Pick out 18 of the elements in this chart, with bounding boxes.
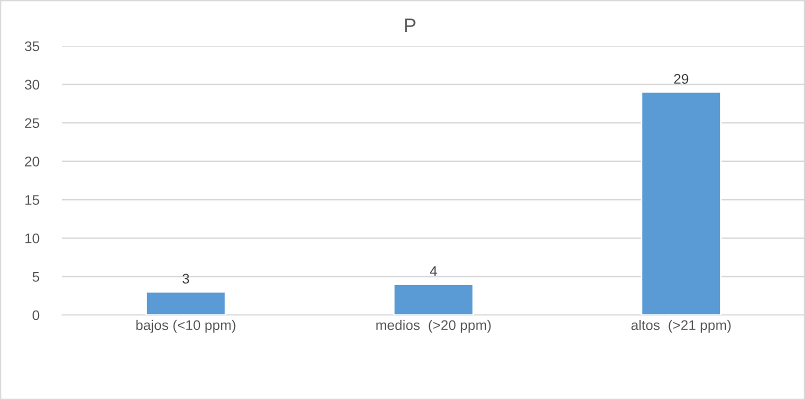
y-tick-label: 25 (25, 118, 40, 128)
y-tick-label: 20 (25, 156, 40, 166)
y-tick-label: 10 (25, 233, 40, 244)
chart-title: P (405, 18, 416, 32)
bar (640, 91, 722, 315)
data-label: 29 (674, 74, 688, 84)
x-tick-label: bajos (<10 ppm) (136, 320, 236, 333)
data-label: 3 (182, 274, 190, 284)
y-tick-label: 35 (24, 41, 40, 52)
x-tick-label: altos (>21 ppm) (631, 320, 731, 333)
y-tick-label: 15 (25, 195, 40, 205)
x-tick-label: medios (>20 ppm) (376, 320, 491, 333)
data-label: 4 (430, 266, 437, 276)
y-tick-label: 30 (24, 80, 40, 90)
y-tick-label: 0 (32, 310, 40, 320)
bar (146, 291, 226, 315)
bar (393, 284, 474, 315)
y-tick-label: 5 (32, 272, 40, 282)
